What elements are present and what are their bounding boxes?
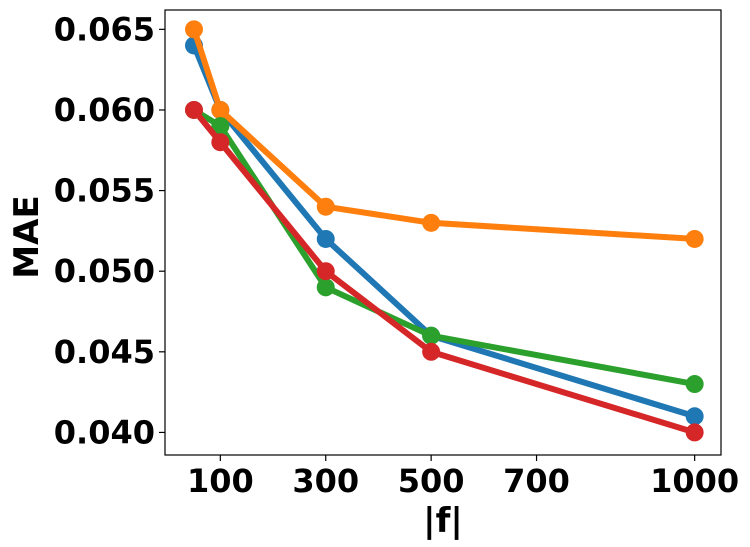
plot-frame [164, 9, 722, 456]
x-tick-label: 1000 [650, 462, 739, 500]
series-2-point [184, 20, 203, 39]
series-3-point [685, 375, 704, 394]
series-1-point [316, 229, 335, 248]
series-2-point [422, 213, 441, 232]
y-tick-label: 0.055 [54, 172, 155, 210]
series-3-point [422, 326, 441, 345]
x-tick-label: 300 [292, 462, 359, 500]
series-3-point [316, 278, 335, 297]
series-1-line [191, 42, 698, 420]
series-2-point [211, 100, 230, 119]
x-tick-label: 700 [503, 462, 570, 500]
x-tick-label: 500 [398, 462, 465, 500]
series-3-point [211, 117, 230, 136]
series-2-point [316, 197, 335, 216]
y-axis-label: MAE [7, 195, 47, 278]
y-axis: 0.040 0.045 0.050 0.055 0.060 0.065 [54, 10, 165, 451]
x-axis: 100 300 500 700 1000 [187, 455, 739, 500]
series-4 [184, 100, 704, 442]
y-tick-label: 0.060 [54, 91, 155, 129]
x-axis-label: |f| [423, 501, 463, 541]
y-tick-label: 0.040 [54, 413, 155, 451]
y-tick-label: 0.065 [54, 10, 155, 48]
y-tick-label: 0.045 [54, 333, 155, 371]
series-4-point [184, 100, 203, 119]
series-3 [184, 100, 704, 394]
series-2-line [191, 26, 698, 242]
series-4-point [316, 262, 335, 281]
series-1 [184, 36, 704, 426]
y-tick-label: 0.050 [54, 252, 155, 290]
series-4-point [685, 423, 704, 442]
series-4-point [211, 133, 230, 152]
series-2-point [685, 229, 704, 248]
series-1-point [685, 407, 704, 426]
series-layer [184, 20, 704, 442]
x-tick-label: 100 [187, 462, 254, 500]
series-4-point [422, 342, 441, 361]
series-2 [184, 20, 704, 248]
